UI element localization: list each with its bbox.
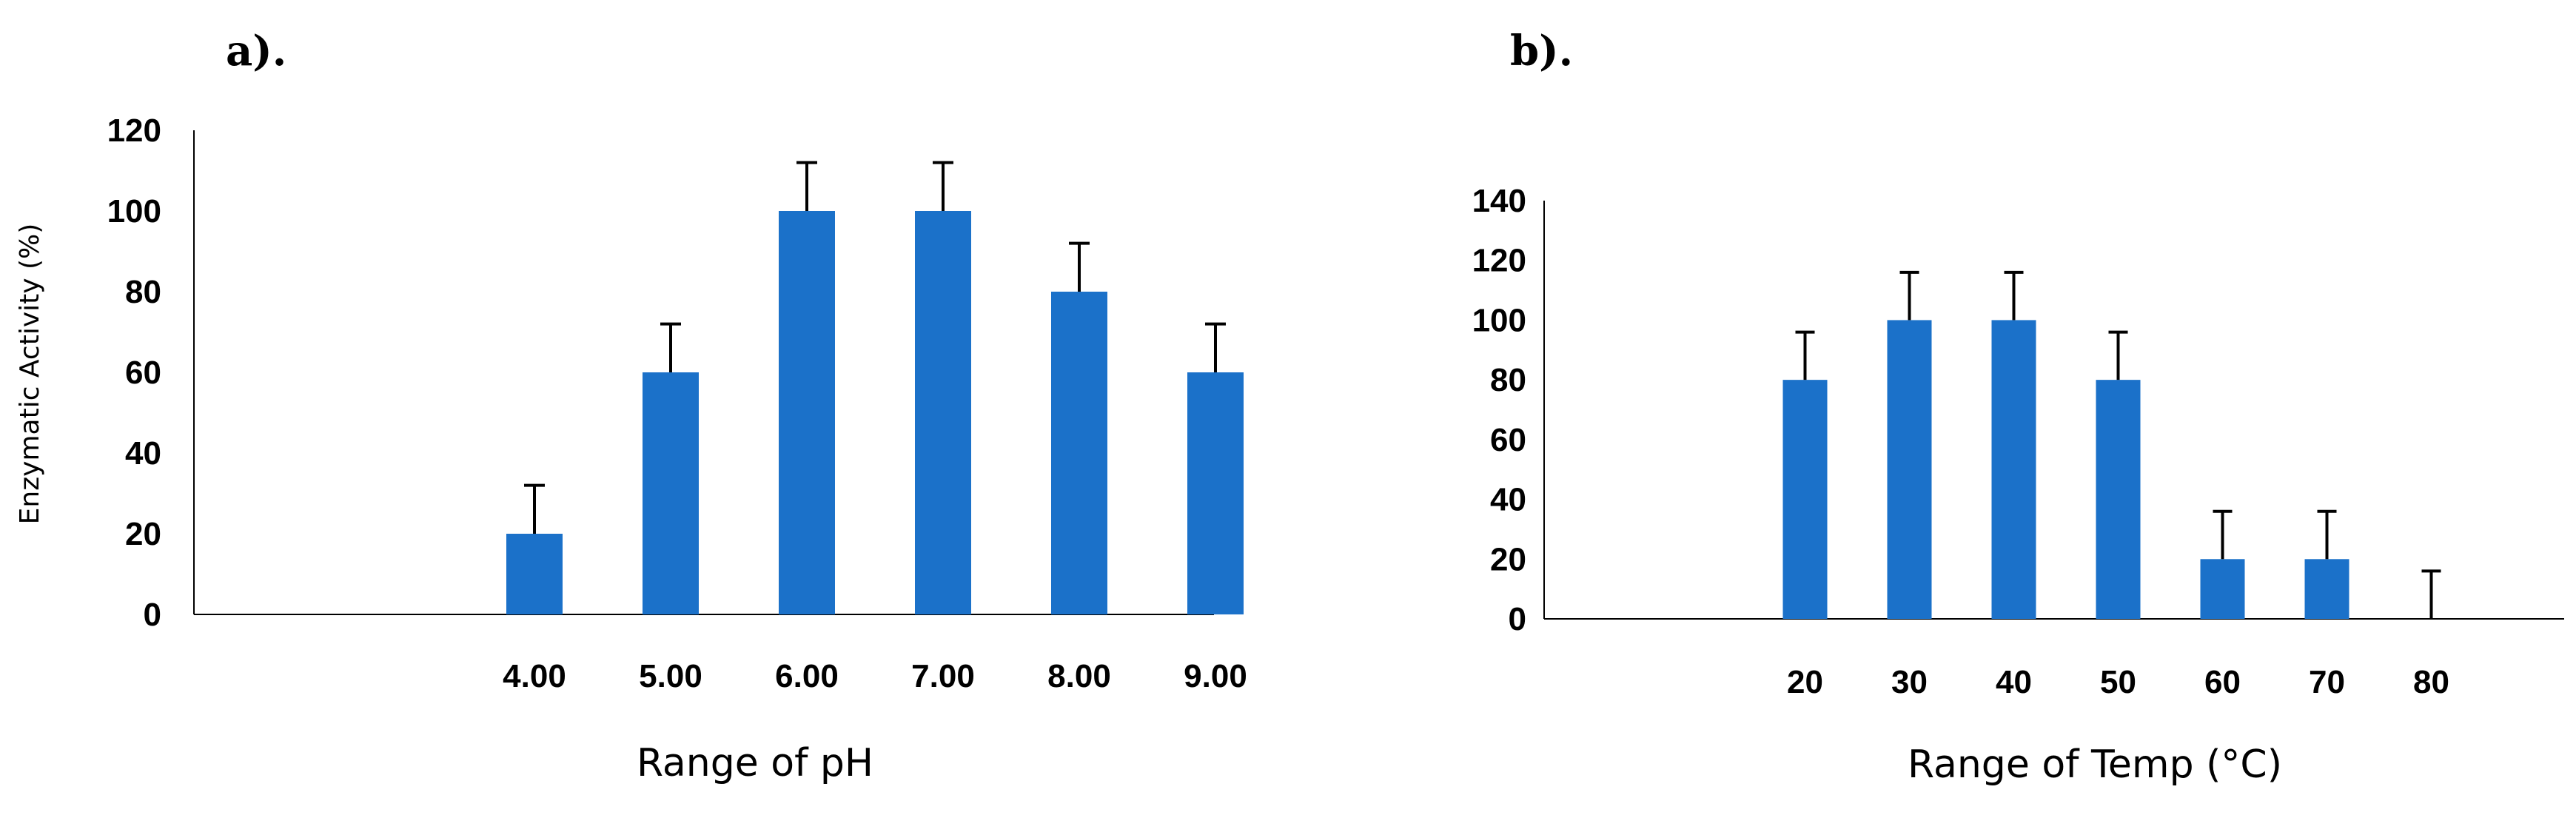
y-ticks-b: 0 20 40 60 80 100 120 140 xyxy=(1472,183,1526,637)
y-tick-label: 40 xyxy=(125,435,161,472)
y-tick-label: 120 xyxy=(1472,243,1526,279)
bar xyxy=(915,211,971,614)
bars-b xyxy=(1782,320,2349,619)
y-tick-label: 120 xyxy=(107,113,161,149)
x-ticks-b: 20 30 40 50 60 70 80 xyxy=(1787,664,2449,700)
y-tick-label: 60 xyxy=(125,355,161,391)
bar xyxy=(2304,559,2349,619)
x-tick-label: 5.00 xyxy=(639,658,702,694)
x-tick-label: 50 xyxy=(2100,664,2136,700)
y-axis-title-a: Enzymatic Activity (%) xyxy=(15,224,45,525)
bar xyxy=(779,211,835,614)
bar xyxy=(2096,380,2141,619)
x-tick-label: 30 xyxy=(1891,664,1928,700)
y-tick-label: 100 xyxy=(107,193,161,229)
y-tick-label: 40 xyxy=(1490,482,1526,518)
y-tick-label: 140 xyxy=(1472,183,1526,219)
bar xyxy=(643,372,699,614)
chart-a: a). Enzymatic Activity (%) Range of pH 0… xyxy=(15,27,1247,785)
y-tick-label: 20 xyxy=(1490,541,1526,577)
error-bars-b xyxy=(1795,270,2441,619)
bar xyxy=(1887,320,1932,619)
x-tick-label: 70 xyxy=(2309,664,2345,700)
bars-a xyxy=(506,211,1244,614)
bar xyxy=(1051,292,1107,614)
panel-label-a: a). xyxy=(226,27,286,76)
x-tick-label: 80 xyxy=(2413,664,2449,700)
y-tick-label: 60 xyxy=(1490,422,1526,458)
bar xyxy=(506,534,563,614)
error-bars-a xyxy=(524,161,1226,534)
x-axis-title-b: Range of Temp (°C) xyxy=(1908,742,2282,787)
bar xyxy=(1782,380,1828,619)
x-tick-label: 8.00 xyxy=(1047,658,1111,694)
x-tick-label: 6.00 xyxy=(775,658,839,694)
x-tick-label: 20 xyxy=(1787,664,1823,700)
y-ticks-a: 0 20 40 60 80 100 120 xyxy=(107,113,161,633)
x-tick-label: 4.00 xyxy=(503,658,566,694)
bar xyxy=(2200,559,2245,619)
x-tick-label: 7.00 xyxy=(911,658,975,694)
y-tick-label: 100 xyxy=(1472,302,1526,338)
x-axis-title-a: Range of pH xyxy=(637,741,873,785)
bar xyxy=(1991,320,2036,619)
chart-b: b). Range of Temp (°C) 0 20 40 60 80 100 120 14… xyxy=(1472,27,2564,787)
panel-label-b: b). xyxy=(1510,27,1573,76)
y-tick-label: 0 xyxy=(1509,601,1526,637)
y-tick-label: 20 xyxy=(125,516,161,552)
x-tick-label: 9.00 xyxy=(1184,658,1247,694)
bar xyxy=(1187,372,1244,614)
x-tick-label: 60 xyxy=(2204,664,2241,700)
x-ticks-a: 4.00 5.00 6.00 7.00 8.00 9.00 xyxy=(503,658,1247,694)
y-tick-label: 0 xyxy=(144,597,161,633)
y-tick-label: 80 xyxy=(125,274,161,310)
x-tick-label: 40 xyxy=(1996,664,2032,700)
y-tick-label: 80 xyxy=(1490,362,1526,398)
